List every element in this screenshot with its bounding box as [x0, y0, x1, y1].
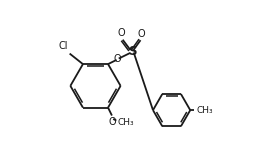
Text: CH₃: CH₃ [196, 106, 213, 115]
Text: O: O [118, 28, 125, 38]
Text: O: O [109, 116, 116, 127]
Text: CH₃: CH₃ [117, 118, 134, 127]
Text: S: S [128, 45, 136, 58]
Text: O: O [114, 54, 121, 64]
Text: O: O [138, 29, 146, 39]
Text: Cl: Cl [58, 41, 68, 51]
